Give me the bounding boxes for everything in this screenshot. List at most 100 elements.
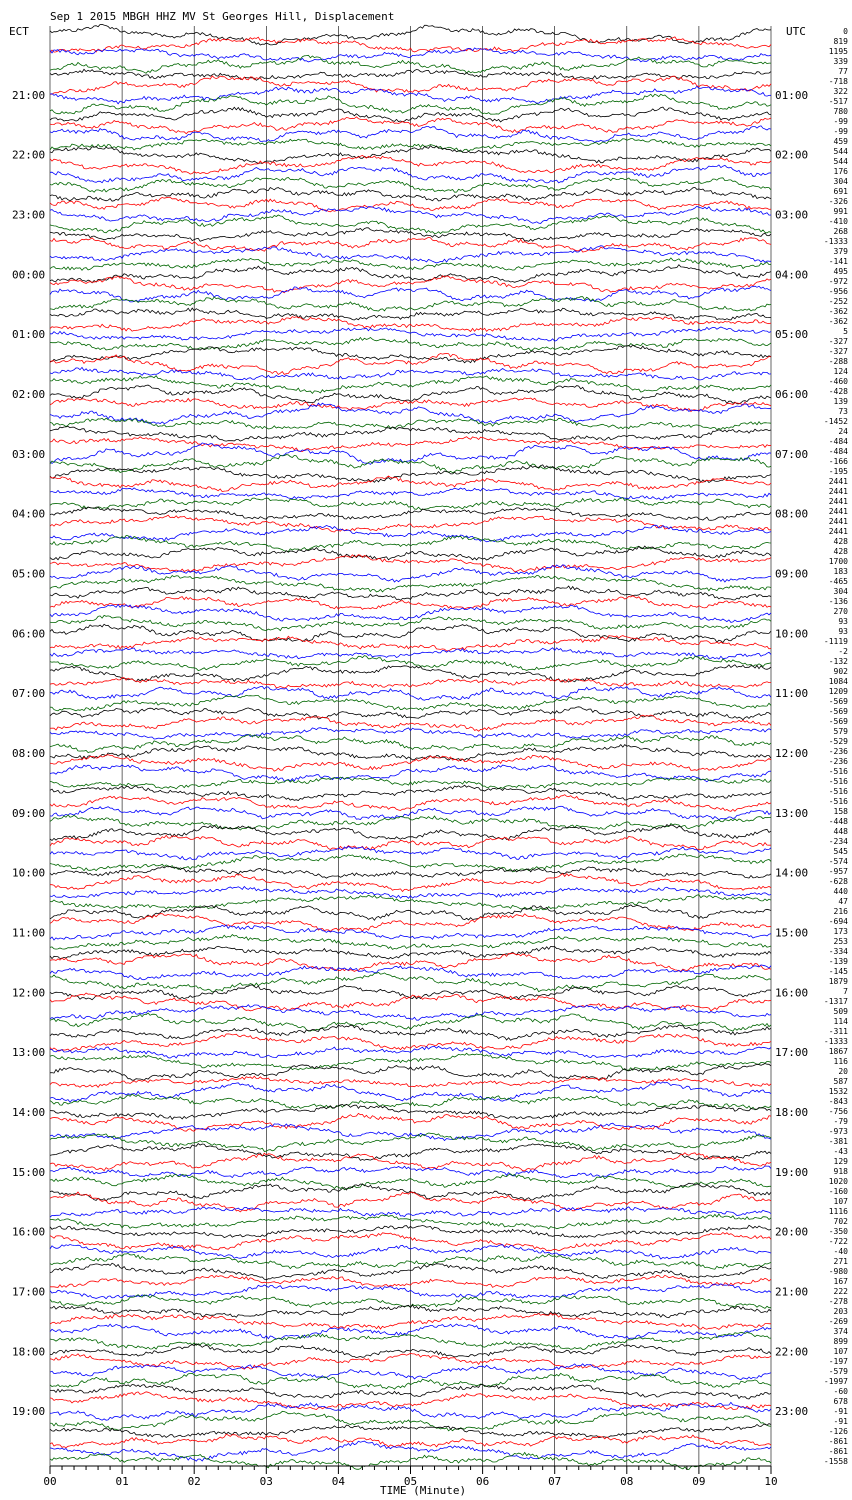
trace-value-label: -569 (829, 717, 848, 726)
trace-60 (49, 623, 772, 644)
trace-89 (49, 913, 772, 932)
trace-85 (50, 873, 772, 893)
trace-value-label: 114 (834, 1017, 849, 1026)
trace-value-label: 173 (834, 927, 849, 936)
trace-50 (49, 524, 772, 543)
trace-value-label: -861 (829, 1437, 848, 1446)
trace-8 (49, 106, 772, 123)
trace-value-label: -91 (834, 1417, 849, 1426)
trace-122 (49, 1244, 772, 1260)
trace-value-label: 304 (834, 587, 849, 596)
trace-115 (49, 1173, 771, 1191)
trace-47 (49, 497, 772, 510)
trace-value-label: 1116 (829, 1207, 848, 1216)
trace-value-label: -484 (829, 437, 848, 446)
right-hour-tick: 07:00 (775, 448, 808, 461)
trace-66 (49, 685, 772, 701)
trace-39 (49, 417, 772, 431)
trace-value-label: -980 (829, 1267, 848, 1276)
trace-139 (49, 1410, 772, 1432)
trace-value-label: -99 (834, 127, 849, 136)
trace-11 (49, 138, 772, 152)
x-tick-label: 04 (332, 1475, 346, 1488)
trace-26 (49, 285, 772, 303)
trace-108 (49, 1103, 772, 1120)
trace-value-label: 158 (834, 807, 849, 816)
trace-value-label: -79 (834, 1117, 849, 1126)
trace-124 (49, 1262, 772, 1281)
trace-102 (49, 1045, 772, 1059)
trace-82 (49, 845, 772, 861)
trace-135 (49, 1372, 772, 1390)
right-hour-tick: 05:00 (775, 328, 808, 341)
x-tick-label: 08 (620, 1475, 633, 1488)
trace-28 (49, 307, 772, 321)
trace-value-label: 374 (834, 1327, 849, 1336)
trace-value-label: 579 (834, 727, 849, 736)
right-hour-tick: 21:00 (775, 1285, 808, 1298)
left-hour-tick: 07:00 (12, 687, 45, 700)
trace-25 (49, 275, 772, 294)
trace-63 (49, 655, 772, 671)
trace-value-label: -861 (829, 1447, 848, 1456)
trace-1 (49, 36, 772, 54)
trace-value-label: 428 (834, 547, 849, 556)
x-tick-label: 03 (260, 1475, 273, 1488)
trace-45 (49, 475, 772, 493)
trace-61 (49, 635, 772, 652)
x-tick-label: 01 (115, 1475, 128, 1488)
trace-value-label: -529 (829, 737, 848, 746)
trace-value-label: -579 (829, 1367, 848, 1376)
trace-43 (49, 454, 772, 474)
trace-value-label: -516 (829, 797, 848, 806)
trace-value-label: -99 (834, 117, 849, 126)
trace-value-label: -1317 (824, 997, 848, 1006)
trace-value-label: -350 (829, 1227, 848, 1236)
trace-91 (49, 933, 772, 950)
x-axis-label: TIME (Minute) (380, 1484, 466, 1497)
trace-123 (49, 1253, 772, 1270)
trace-value-label: -195 (829, 467, 848, 476)
trace-value-label: -722 (829, 1237, 848, 1246)
left-hour-tick: 05:00 (12, 567, 45, 580)
trace-value-label: 440 (834, 887, 849, 896)
trace-95 (49, 972, 772, 993)
trace-value-label: 124 (834, 367, 849, 376)
trace-value-label: 107 (834, 1197, 849, 1206)
trace-value-label: -718 (829, 77, 848, 86)
right-hour-tick: 18:00 (775, 1106, 808, 1119)
trace-value-label: 702 (834, 1217, 849, 1226)
trace-value-label: -278 (829, 1297, 848, 1306)
trace-78 (49, 805, 772, 821)
trace-value-label: -132 (829, 657, 848, 666)
trace-value-label: 509 (834, 1007, 849, 1016)
trace-125 (50, 1274, 772, 1288)
right-hour-tick: 14:00 (775, 867, 808, 880)
right-hour-tick: 20:00 (775, 1226, 808, 1239)
right-hour-tick: 01:00 (775, 89, 808, 102)
minute-gridlines (49, 26, 772, 1466)
trace-value-label: -956 (829, 287, 848, 296)
trace-132 (49, 1343, 772, 1359)
trace-49 (49, 514, 771, 533)
trace-value-label: 139 (834, 397, 849, 406)
trace-value-label: 544 (834, 157, 849, 166)
trace-5 (50, 75, 772, 95)
trace-value-label: 459 (834, 137, 849, 146)
trace-12 (49, 145, 772, 165)
trace-value-label: 253 (834, 937, 849, 946)
trace-44 (49, 464, 772, 484)
x-tick-label: 02 (188, 1475, 201, 1488)
left-hour-tick: 17:00 (12, 1285, 45, 1298)
trace-value-label: 2441 (829, 517, 848, 526)
trace-84 (49, 866, 772, 879)
trace-119 (49, 1213, 772, 1230)
trace-74 (49, 764, 772, 783)
trace-3 (49, 54, 771, 74)
left-hour-tick: 18:00 (12, 1345, 45, 1358)
left-hour-tick: 08:00 (12, 747, 45, 760)
trace-value-label: 73 (838, 407, 848, 416)
trace-24 (49, 264, 772, 284)
trace-94 (49, 964, 772, 981)
